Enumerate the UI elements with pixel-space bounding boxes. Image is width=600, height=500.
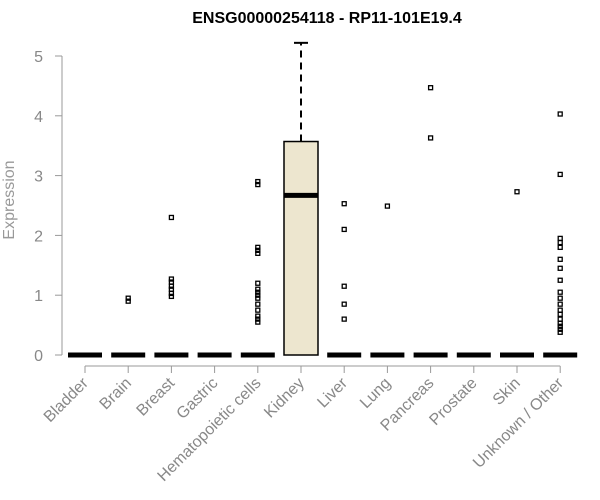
outlier-point bbox=[255, 295, 261, 301]
outlier-point bbox=[125, 298, 131, 304]
outlier-point bbox=[427, 85, 434, 91]
x-tick-label: Liver bbox=[314, 374, 351, 411]
outlier-point bbox=[557, 307, 563, 313]
outlier-point bbox=[255, 181, 261, 188]
outlier-point bbox=[557, 295, 563, 301]
outlier-point bbox=[341, 316, 347, 322]
outlier-point bbox=[255, 250, 261, 256]
outlier-point bbox=[384, 203, 391, 209]
outlier-point bbox=[557, 316, 563, 322]
outlier-point bbox=[557, 235, 563, 242]
box-hematopoietic-cells bbox=[240, 178, 275, 358]
outlier-point bbox=[341, 283, 347, 289]
outlier-point bbox=[255, 313, 261, 319]
box-lung bbox=[370, 203, 405, 358]
outlier-point bbox=[557, 320, 563, 326]
outlier-point bbox=[557, 311, 563, 317]
box-body bbox=[283, 140, 319, 356]
y-tick-label: 1 bbox=[34, 288, 43, 305]
outlier-point bbox=[255, 316, 261, 322]
box-liver bbox=[327, 201, 362, 358]
outlier-point bbox=[557, 171, 563, 178]
x-tick-label: Skin bbox=[490, 375, 524, 409]
outlier-point bbox=[255, 280, 261, 286]
outlier-point bbox=[557, 265, 563, 271]
y-tick-label: 4 bbox=[34, 109, 43, 126]
x-tick-label: Kidney bbox=[261, 375, 308, 422]
x-tick-label: Lung bbox=[357, 375, 394, 412]
outlier-point bbox=[255, 286, 261, 292]
outlier-point bbox=[557, 326, 563, 332]
outlier-point bbox=[341, 201, 347, 207]
outlier-point bbox=[168, 214, 175, 221]
y-tick-label: 2 bbox=[34, 228, 43, 245]
y-tick-label: 5 bbox=[34, 49, 43, 66]
x-tick-label: Breast bbox=[134, 374, 179, 419]
outlier-point bbox=[255, 178, 261, 185]
box-breast bbox=[154, 214, 189, 358]
x-tick-label: Prostate bbox=[426, 375, 480, 429]
outlier-point bbox=[168, 283, 175, 289]
outlier-point bbox=[514, 189, 520, 195]
y-tick-label: 3 bbox=[34, 169, 43, 186]
x-tick-label: Bladder bbox=[41, 374, 92, 425]
outlier-point bbox=[341, 301, 347, 307]
outlier-point bbox=[168, 290, 175, 297]
outlier-point bbox=[427, 135, 434, 141]
box-skin bbox=[500, 189, 534, 358]
boxes-layer bbox=[68, 41, 578, 358]
outlier-point bbox=[557, 244, 563, 251]
x-tick-label: Brain bbox=[97, 375, 135, 413]
outlier-point bbox=[557, 239, 563, 246]
outlier-point bbox=[168, 293, 175, 300]
outlier-point bbox=[557, 301, 563, 307]
y-axis-label: Expression bbox=[1, 160, 18, 239]
outlier-point bbox=[255, 247, 261, 254]
outlier-point bbox=[168, 286, 175, 292]
outlier-point bbox=[255, 289, 261, 295]
outlier-point bbox=[255, 244, 261, 251]
outlier-point bbox=[557, 329, 563, 335]
outlier-point bbox=[255, 319, 261, 325]
outlier-point bbox=[557, 277, 563, 283]
outlier-point bbox=[557, 111, 563, 117]
outlier-point bbox=[557, 289, 563, 295]
box-brain bbox=[111, 295, 146, 358]
box-pancreas bbox=[413, 85, 448, 358]
outlier-point bbox=[255, 301, 261, 307]
box-kidney bbox=[283, 41, 319, 356]
y-axis: 0 1 2 3 4 5 bbox=[34, 49, 63, 365]
chart-title: ENSG00000254118 - RP11-101E19.4 bbox=[192, 10, 462, 27]
outlier-point bbox=[125, 295, 131, 301]
outlier-point bbox=[341, 226, 347, 233]
outlier-point bbox=[557, 256, 563, 262]
outlier-point bbox=[255, 307, 261, 313]
outlier-point bbox=[255, 292, 261, 298]
y-tick-label: 0 bbox=[34, 348, 43, 365]
box-unknown-other bbox=[543, 111, 578, 358]
outlier-point bbox=[557, 323, 563, 329]
outlier-point bbox=[168, 276, 175, 282]
outlier-point bbox=[168, 279, 175, 285]
